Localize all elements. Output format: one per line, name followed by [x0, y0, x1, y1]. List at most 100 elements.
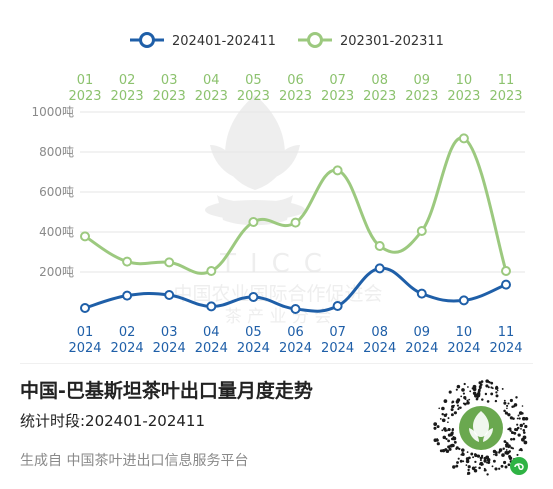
data-point	[332, 301, 343, 311]
watermark-logo	[205, 95, 305, 226]
legend-label: 202301-202311	[340, 34, 444, 49]
y-tick-label: 200吨	[39, 265, 74, 279]
data-point	[206, 301, 217, 312]
top-axis-year: 2023	[321, 89, 354, 104]
bottom-axis-month: 07	[329, 325, 346, 340]
bottom-axis-month: 11	[498, 325, 515, 340]
series-2	[80, 133, 511, 276]
legend-marker	[139, 32, 155, 48]
data-point	[290, 304, 301, 314]
divider	[20, 363, 533, 364]
data-point	[248, 292, 259, 302]
series-layer	[80, 133, 511, 314]
legend-marker	[307, 32, 323, 48]
bottom-axis-month: 01	[77, 325, 94, 340]
data-point	[206, 266, 217, 276]
data-point	[80, 231, 90, 242]
watermark: TICC 中国农业国际合作促进会 茶 产 业 分 会	[173, 95, 383, 327]
top-axis-month: 01	[77, 73, 94, 88]
legend-item-2: 202301-202311	[298, 32, 444, 49]
top-axis-year: 2023	[279, 89, 312, 104]
data-point	[122, 290, 133, 301]
top-axis: 0120230220230320230420230520230620230720…	[68, 73, 522, 104]
data-point	[290, 217, 301, 228]
bottom-axis-year: 2024	[153, 341, 186, 356]
bottom-axis-month: 09	[414, 325, 431, 340]
bottom-axis-month: 04	[203, 325, 220, 340]
mini-program-code[interactable]	[431, 378, 531, 478]
top-axis-month: 11	[498, 73, 515, 88]
top-axis-year: 2023	[237, 89, 270, 104]
top-axis-month: 02	[119, 73, 136, 88]
y-tick-label: 600吨	[39, 185, 74, 199]
top-axis-month: 09	[414, 73, 431, 88]
watermark-org: 中国农业国际合作促进会	[173, 283, 382, 305]
data-point	[164, 290, 175, 300]
data-point	[501, 266, 511, 276]
top-axis-year: 2023	[153, 89, 186, 104]
top-axis-month: 08	[371, 73, 388, 88]
top-axis-year: 2023	[489, 89, 522, 104]
legend: 202401-202411 202301-202311	[130, 32, 444, 49]
bottom-axis-month: 05	[245, 325, 262, 340]
bottom-axis-year: 2024	[405, 341, 438, 356]
data-point	[458, 133, 469, 144]
bottom-axis-month: 02	[119, 325, 136, 340]
legend-item-1: 202401-202411	[130, 32, 276, 49]
data-point	[501, 279, 511, 290]
top-axis-month: 10	[456, 73, 473, 88]
top-axis-year: 2023	[447, 89, 480, 104]
bottom-axis-year: 2024	[237, 341, 270, 356]
bottom-axis-year: 2024	[447, 341, 480, 356]
bottom-axis-month: 06	[287, 325, 304, 340]
bottom-axis-year: 2024	[489, 341, 522, 356]
top-axis-month: 04	[203, 73, 220, 88]
grid	[80, 111, 525, 273]
watermark-ticc: TICC	[219, 249, 336, 279]
top-axis-month: 06	[287, 73, 304, 88]
bottom-axis-year: 2024	[111, 341, 144, 356]
top-axis-month: 03	[161, 73, 178, 88]
top-axis-month: 05	[245, 73, 262, 88]
bottom-axis-year: 2024	[321, 341, 354, 356]
data-point	[80, 303, 90, 313]
bottom-axis-year: 2024	[68, 341, 101, 356]
bottom-axis-year: 2024	[195, 341, 228, 356]
series-1	[80, 263, 511, 314]
top-axis-year: 2023	[68, 89, 101, 104]
top-axis-year: 2023	[195, 89, 228, 104]
data-point	[458, 295, 469, 306]
bottom-axis-year: 2024	[279, 341, 312, 356]
data-point	[374, 263, 385, 274]
data-point	[416, 226, 427, 236]
watermark-branch: 茶 产 业 分 会	[225, 307, 332, 327]
y-axis: 1000吨 800吨 600吨 400吨 200吨	[31, 105, 74, 279]
data-point	[416, 288, 427, 299]
stat-period: 统计时段:202401-202411	[20, 412, 205, 430]
qr-dots	[433, 379, 529, 476]
bottom-axis: 0120240220240320240420240520240620240720…	[68, 325, 522, 356]
bottom-axis-year: 2024	[363, 341, 396, 356]
chart-title: 中国-巴基斯坦茶叶出口量月度走势	[20, 380, 313, 402]
data-point	[164, 257, 175, 268]
data-point	[374, 241, 385, 251]
y-tick-label: 800吨	[39, 145, 74, 159]
data-point	[248, 217, 259, 227]
